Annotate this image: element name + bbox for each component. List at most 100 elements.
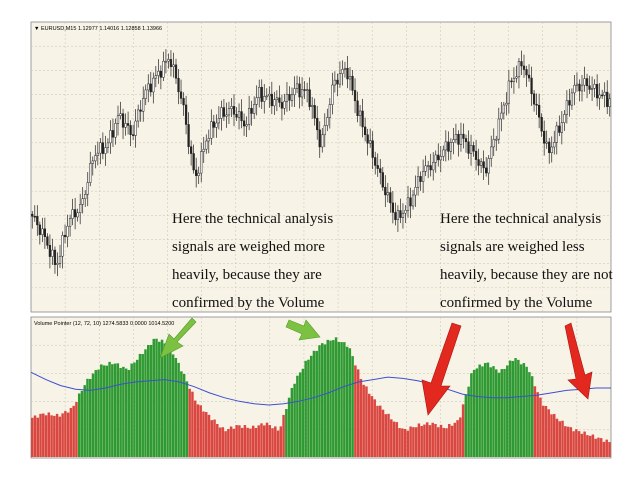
volume-bar: [254, 427, 258, 457]
price-candle-body: [510, 80, 513, 83]
price-pane[interactable]: ▼ EURUSD,M15 1.12977 1.14016 1.12858 1.1…: [30, 21, 612, 313]
volume-bar: [55, 413, 59, 457]
price-candle-body: [144, 89, 147, 99]
volume-bar: [86, 378, 89, 457]
price-candle-body: [328, 104, 331, 118]
price-candle-body: [379, 168, 382, 173]
price-candle-body: [590, 88, 594, 90]
price-candle-body: [197, 172, 200, 176]
price-candle-body: [129, 125, 132, 135]
volume-bar: [403, 428, 407, 457]
price-candle-body: [139, 109, 142, 112]
price-candle-body: [48, 245, 52, 257]
price-candle-body: [472, 145, 475, 152]
price-candle-body: [548, 141, 551, 153]
volume-bar: [608, 442, 611, 457]
volume-bar: [58, 416, 62, 457]
price-candle-body: [490, 146, 493, 159]
volume-bar: [481, 366, 484, 457]
volume-bar: [287, 397, 291, 457]
price-candle-body: [124, 123, 127, 128]
price-candle-body: [588, 85, 591, 90]
volume-bar: [298, 372, 302, 457]
price-candle-body: [38, 224, 41, 235]
price-candle-body: [421, 171, 425, 182]
price-candle-body: [464, 138, 468, 143]
volume-bar: [141, 353, 144, 457]
volume-bar: [160, 339, 164, 457]
price-candle-body: [263, 96, 266, 102]
price-candle-body: [159, 70, 163, 78]
price-candle-body: [225, 114, 228, 117]
volume-bar: [309, 355, 313, 457]
volume-bar: [387, 413, 390, 457]
volume-bar: [193, 400, 197, 457]
volume-bar: [64, 411, 67, 457]
volume-bar: [354, 365, 357, 457]
volume-bar: [495, 369, 498, 457]
price-candle-body: [278, 97, 281, 103]
volume-bar: [144, 349, 147, 457]
indicator-pane[interactable]: Volume Pointer (12, 72, 10) 1274.5833 0.…: [30, 316, 612, 459]
volume-bar: [431, 422, 434, 457]
volume-bar: [605, 439, 608, 457]
volume-bar: [113, 363, 117, 457]
volume-bar: [235, 425, 238, 457]
volume-bar: [536, 392, 539, 457]
volume-bar: [414, 427, 418, 457]
volume-bar: [158, 341, 161, 457]
price-candle-body: [585, 78, 589, 87]
volume-bar: [116, 363, 120, 457]
volume-bar: [442, 427, 446, 457]
price-candle-body: [507, 80, 511, 104]
volume-bar: [580, 433, 584, 457]
price-candle-body: [86, 182, 89, 195]
price-candle-body: [104, 147, 107, 154]
volume-bar: [517, 359, 520, 457]
price-candle-body: [482, 161, 485, 169]
price-candle-body: [58, 255, 62, 264]
price-candle-body: [406, 197, 410, 211]
price-candle-body: [341, 69, 344, 74]
volume-bar: [472, 369, 476, 457]
volume-bar: [362, 384, 365, 457]
volume-bar: [376, 405, 379, 457]
price-candle-body: [593, 84, 596, 89]
volume-bar: [602, 441, 606, 457]
price-candle-body: [558, 125, 561, 133]
left-annotation: Here the technical analysis signals are …: [172, 211, 333, 311]
price-candle-body: [462, 133, 465, 139]
volume-bar: [69, 408, 73, 457]
price-candle-body: [106, 142, 110, 148]
price-candle-body: [46, 236, 49, 246]
left-note-line-4: confirmed by the Volume: [172, 295, 325, 311]
price-candle-body: [303, 89, 306, 91]
price-candle-body: [116, 115, 120, 124]
price-candle-body: [535, 103, 538, 106]
price-candle-body: [134, 120, 137, 136]
price-candle-body: [578, 83, 581, 92]
price-candle-body: [313, 105, 316, 119]
volume-bar: [401, 428, 404, 457]
price-candle-body: [575, 83, 579, 86]
volume-bar: [290, 388, 294, 457]
volume-bar: [334, 337, 338, 457]
volume-bar: [437, 427, 440, 457]
price-candle-body: [237, 111, 241, 118]
price-candle-body: [149, 83, 152, 93]
price-candle-body: [502, 104, 505, 114]
volume-bar: [461, 404, 465, 457]
price-candle-body: [290, 94, 294, 101]
price-candle-body: [298, 83, 301, 98]
volume-bar: [293, 383, 296, 457]
volume-bar: [569, 427, 573, 457]
volume-bar: [337, 341, 341, 457]
volume-bar: [533, 386, 537, 457]
volume-bar: [177, 362, 180, 457]
volume-bar: [379, 405, 382, 457]
volume-bar: [122, 366, 125, 457]
price-candle-body: [94, 155, 97, 162]
volume-bar: [47, 412, 51, 457]
volume-bar: [271, 428, 274, 457]
volume-bar: [207, 414, 211, 457]
